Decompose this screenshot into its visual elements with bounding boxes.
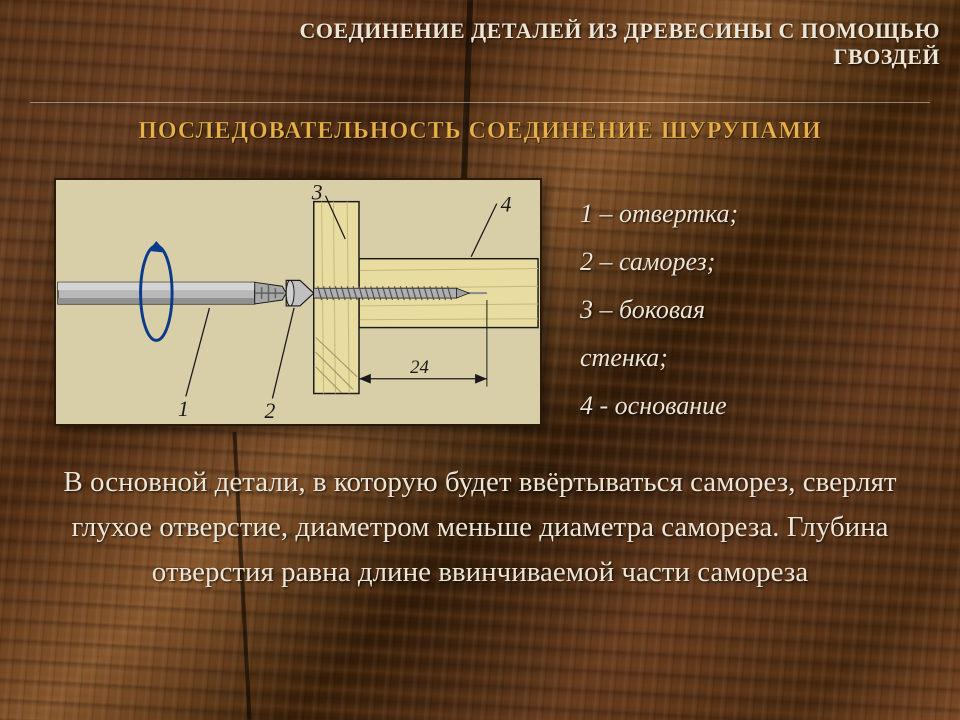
slide-subtitle: ПОСЛЕДОВАТЕЛЬНОСТЬ СОЕДИНЕНИЕ ШУРУПАМИ <box>0 118 960 145</box>
header-line2: ГВОЗДЕЙ <box>140 44 940 70</box>
header-line1: СОЕДИНЕНИЕ ДЕТАЛЕЙ ИЗ ДРЕВЕСИНЫ С ПОМОЩЬ… <box>140 18 940 44</box>
legend-item-1: 1 – отвертка; <box>580 190 940 238</box>
diagram-label-4: 4 <box>501 192 512 216</box>
diagram-label-1: 1 <box>178 397 189 421</box>
legend-item-4: 4 - основание <box>580 382 940 430</box>
header-divider <box>30 102 930 103</box>
slide-header: СОЕДИНЕНИЕ ДЕТАЛЕЙ ИЗ ДРЕВЕСИНЫ С ПОМОЩЬ… <box>140 18 940 70</box>
screw-diagram: 1 2 3 4 24 <box>54 178 542 426</box>
legend-item-2: 2 – саморез; <box>580 238 940 286</box>
legend-block: 1 – отвертка; 2 – саморез; 3 – боковая с… <box>580 190 940 430</box>
diagram-dimension: 24 <box>410 357 429 378</box>
body-paragraph: В основной детали, в которую будет ввёрт… <box>30 460 930 595</box>
diagram-label-2: 2 <box>265 399 276 423</box>
diagram-label-3: 3 <box>311 181 323 205</box>
legend-item-3a: 3 – боковая <box>580 286 940 334</box>
legend-item-3b: стенка; <box>580 334 940 382</box>
